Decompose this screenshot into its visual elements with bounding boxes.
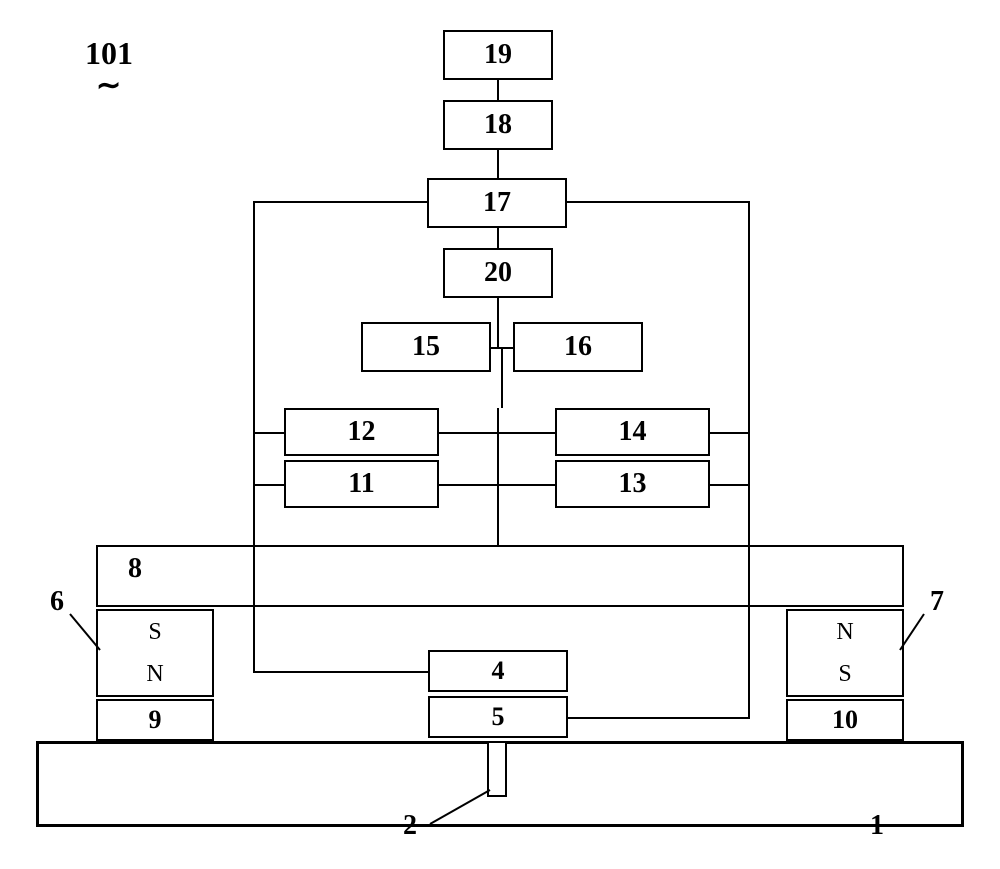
leader-lines (0, 0, 1000, 869)
leader-lead6 (70, 614, 100, 650)
leader-lead7 (900, 614, 924, 650)
diagram-stage: 101 ∼ 19 18 17 20 15 16 12 14 11 13 8 S … (0, 0, 1000, 869)
leader-lead2 (430, 790, 490, 824)
